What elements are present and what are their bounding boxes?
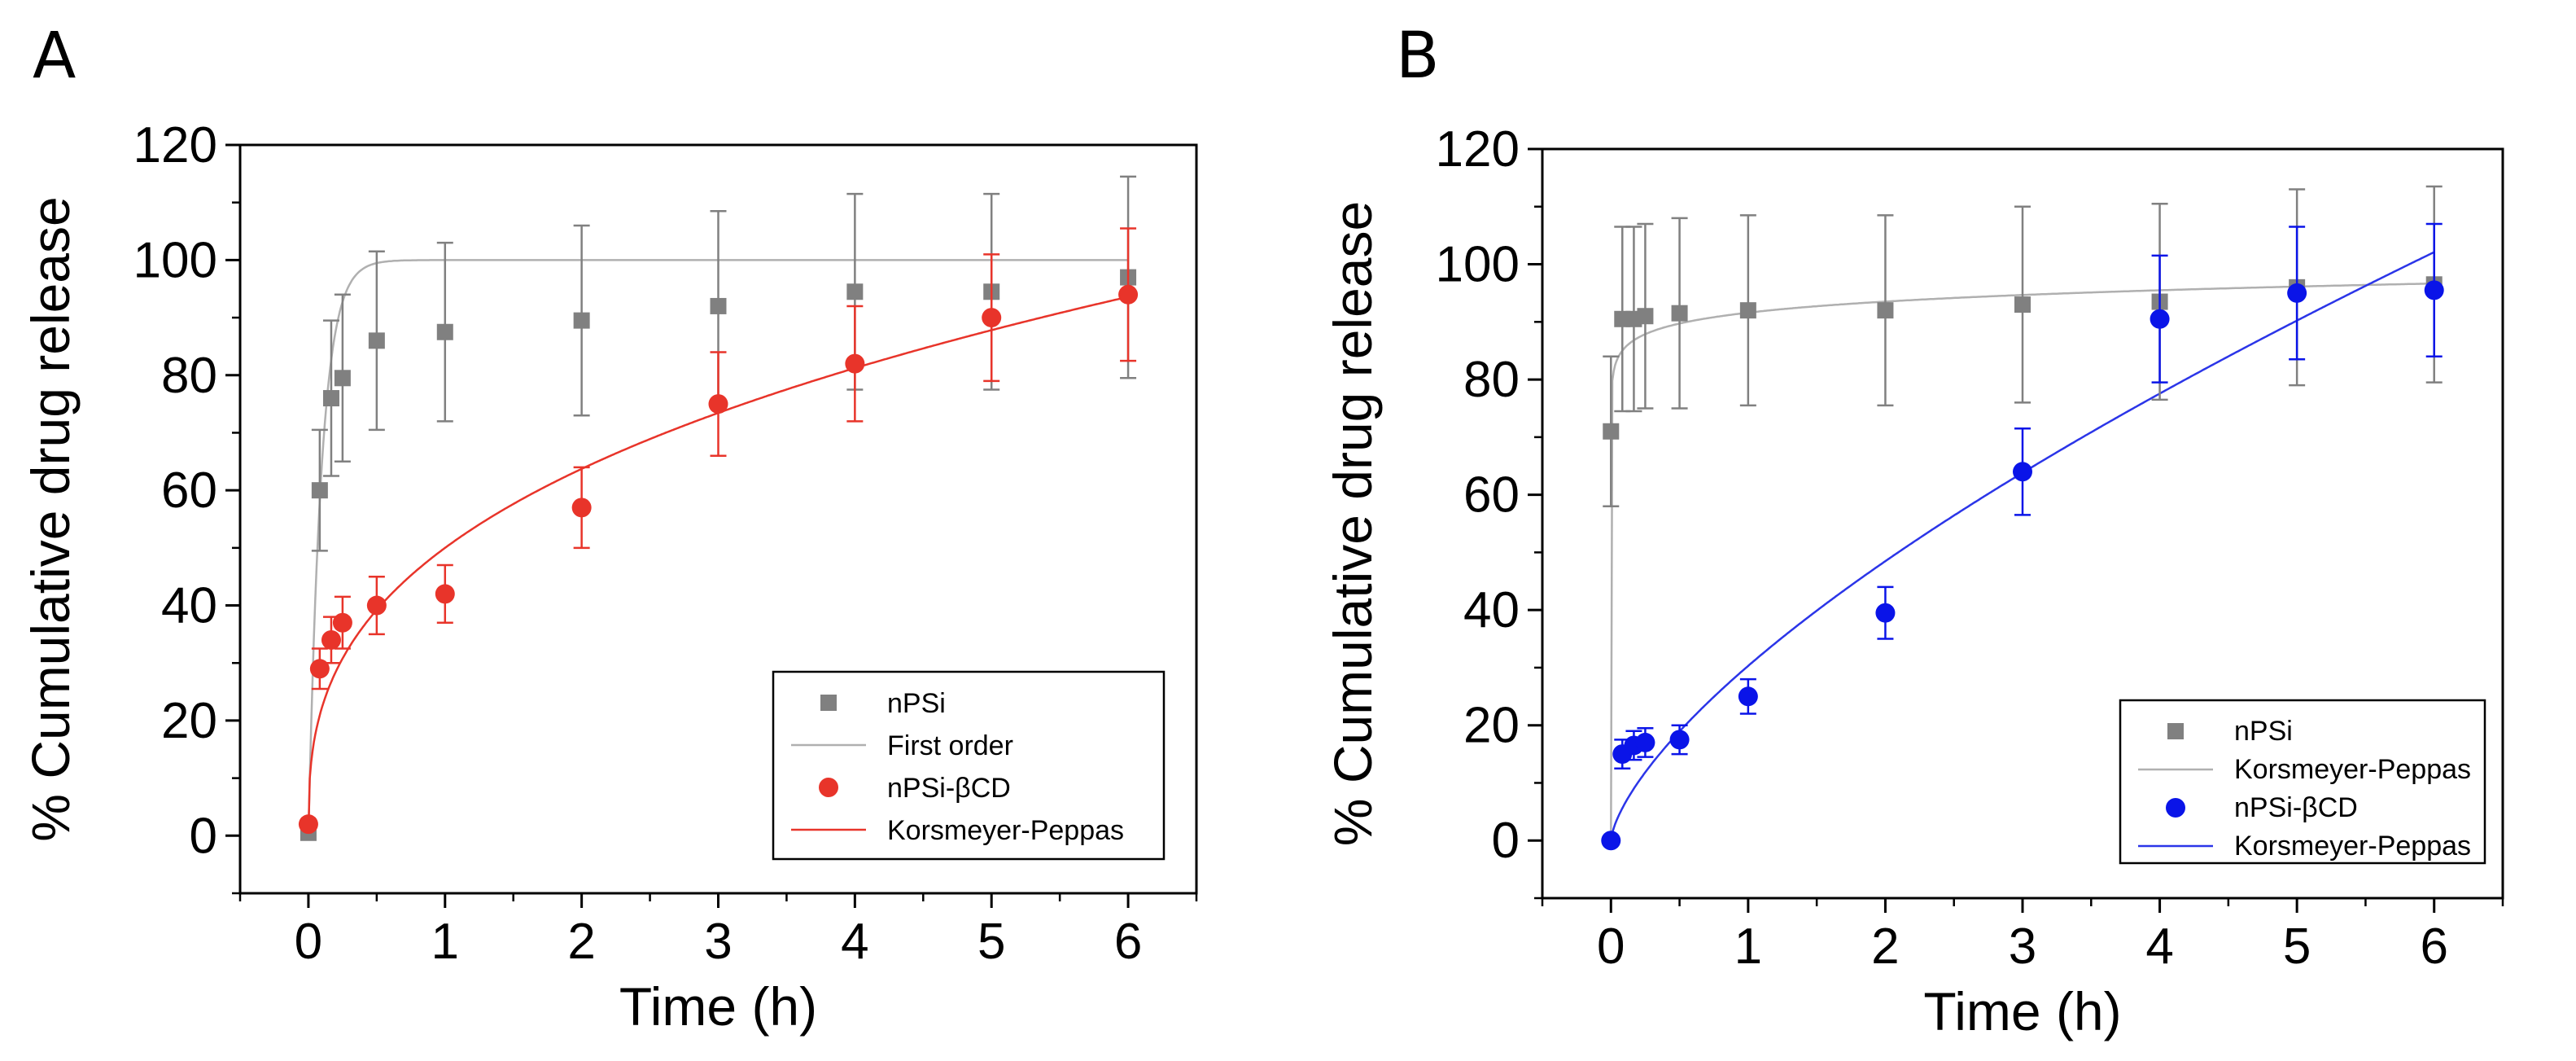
x-tick-label: 6 xyxy=(2420,919,2447,975)
data-point xyxy=(1669,730,1690,750)
data-point xyxy=(1118,284,1139,305)
x-tick-label: 2 xyxy=(567,914,595,970)
x-tick-label: 0 xyxy=(1597,919,1625,975)
y-tick-label: 0 xyxy=(190,808,217,864)
legend-label: Korsmeyer-Peppas xyxy=(2234,831,2471,862)
data-point xyxy=(1601,831,1621,851)
legend-marker xyxy=(820,695,837,711)
legend-label: nPSi-βCD xyxy=(887,773,1011,804)
data-point xyxy=(1637,308,1654,325)
data-point xyxy=(368,332,385,349)
y-tick-label: 120 xyxy=(1436,121,1520,178)
data-point xyxy=(309,659,330,679)
data-point xyxy=(2150,309,2170,329)
x-tick-label: 2 xyxy=(1871,919,1899,975)
y-tick-label: 20 xyxy=(1463,698,1520,754)
data-point xyxy=(2287,283,2307,303)
legend-box xyxy=(772,670,1166,861)
x-axis-title: Time (h) xyxy=(1923,981,2121,1041)
y-axis-title: % Cumulative drug release xyxy=(20,196,81,841)
data-point xyxy=(2013,462,2032,482)
data-point xyxy=(1739,302,1756,319)
legend-label: Korsmeyer-Peppas xyxy=(2234,754,2471,785)
y-tick-label: 40 xyxy=(1463,582,1520,638)
panel-label: A xyxy=(33,20,76,93)
x-tick-label: 1 xyxy=(1734,919,1762,975)
x-tick-label: 5 xyxy=(977,914,1005,970)
x-tick-label: 5 xyxy=(2283,919,2311,975)
data-point xyxy=(571,498,592,518)
data-point xyxy=(334,370,351,387)
y-tick-label: 60 xyxy=(1463,467,1520,524)
legend-marker xyxy=(2166,798,2185,818)
legend-label: Korsmeyer-Peppas xyxy=(887,815,1124,846)
data-point xyxy=(332,612,352,633)
legend-label: First order xyxy=(887,730,1013,761)
legend: nPSi Korsmeyer-Peppas nPSi-βCD Korsmeyer-Pe… xyxy=(2119,699,2486,865)
legend-label: nPSi xyxy=(887,688,946,719)
data-point xyxy=(1635,732,1655,752)
data-point xyxy=(845,353,865,374)
x-tick-label: 6 xyxy=(1114,914,1142,970)
x-tick-label: 3 xyxy=(704,914,732,970)
panel-label: B xyxy=(1396,20,1440,93)
legend-label: nPSi xyxy=(2234,716,2293,747)
data-point xyxy=(846,283,864,300)
data-point xyxy=(1875,603,1896,623)
data-point xyxy=(1671,305,1688,322)
x-tick-label: 4 xyxy=(841,914,868,970)
y-axis-title: % Cumulative drug release xyxy=(1323,201,1383,846)
data-point xyxy=(1738,686,1758,707)
legend-marker xyxy=(2167,723,2184,739)
y-tick-label: 40 xyxy=(161,578,217,634)
x-tick-label: 4 xyxy=(2145,919,2173,975)
legend: nPSi First order nPSi-βCD Korsmeyer-Peppas xyxy=(772,670,1166,861)
data-point xyxy=(708,394,728,414)
data-point xyxy=(435,584,455,604)
data-point xyxy=(322,390,339,407)
x-axis-title: Time (h) xyxy=(619,976,817,1037)
y-tick-label: 60 xyxy=(161,463,217,519)
y-tick-label: 100 xyxy=(133,232,217,288)
data-point xyxy=(2014,296,2031,313)
y-tick-label: 120 xyxy=(133,117,217,173)
data-point xyxy=(366,595,387,616)
y-tick-label: 100 xyxy=(1436,237,1520,293)
x-tick-label: 3 xyxy=(2009,919,2036,975)
legend-marker xyxy=(819,778,838,797)
data-point xyxy=(311,482,328,499)
data-point xyxy=(573,312,590,329)
data-point xyxy=(1603,423,1620,440)
x-tick-label: 0 xyxy=(295,914,322,970)
y-tick-label: 80 xyxy=(161,348,217,404)
y-tick-label: 0 xyxy=(1492,813,1520,869)
data-point xyxy=(982,308,1002,328)
x-tick-label: 1 xyxy=(431,914,459,970)
data-point xyxy=(321,629,341,650)
data-point xyxy=(436,323,453,340)
data-point xyxy=(298,814,318,835)
y-tick-label: 80 xyxy=(1463,352,1520,408)
data-point xyxy=(1877,302,1894,319)
legend-label: nPSi-βCD xyxy=(2234,792,2358,823)
data-point xyxy=(710,297,727,314)
y-tick-label: 20 xyxy=(161,693,217,749)
data-point xyxy=(2424,280,2444,300)
